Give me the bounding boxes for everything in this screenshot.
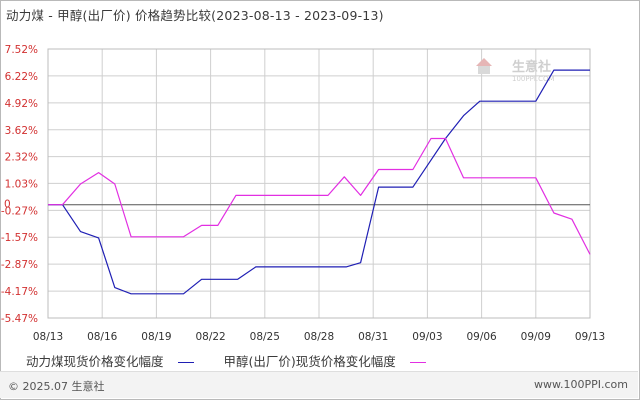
y-tick-label: -4.17% [1, 286, 38, 298]
y-tick-label: 3.62% [5, 125, 38, 137]
watermark-site: 100PPI.COM [512, 75, 555, 83]
watermark-name: 生意社 [512, 59, 551, 75]
y-zero-label: 0 [4, 199, 11, 211]
x-tick-label: 08/19 [141, 331, 171, 343]
y-tick-labels: 7.52% 6.22% 4.92% 3.62% 2.32% 1.03% -0.27% -1.5… [1, 44, 38, 325]
x-tick-label: 08/16 [87, 331, 118, 343]
series-line-2 [48, 137, 591, 255]
y-tick-label: 4.92% [5, 98, 38, 110]
legend-swatch-series2 [409, 362, 426, 363]
x-tick-label: 08/22 [195, 331, 225, 343]
watermark-house-body [478, 66, 490, 74]
y-tick-label: 6.22% [5, 71, 38, 83]
x-tick-label: 09/13 [575, 331, 605, 343]
x-tick-label: 09/03 [412, 331, 442, 343]
x-tick-label: 08/25 [250, 331, 280, 343]
y-tick-label: -0.27% [1, 205, 38, 217]
x-tick-label: 08/31 [358, 331, 388, 343]
watermark-house-icon [476, 58, 492, 66]
footer-site-link[interactable]: www.100PPI.com [534, 378, 628, 391]
x-tick-label: 08/13 [33, 331, 63, 343]
y-tick-label: 2.32% [5, 152, 38, 164]
grid-lines [47, 48, 591, 319]
y-tick-label: -2.87% [1, 259, 38, 271]
y-tick-label: -1.57% [1, 232, 38, 244]
y-tick-label: -5.47% [1, 313, 38, 325]
footer-bar: © 2025.07 生意社 www.100PPI.com [0, 371, 638, 398]
x-tick-labels: 08/13 08/16 08/19 08/22 08/25 08/28 08/31 09/03… [33, 331, 605, 343]
x-tick-label: 09/06 [466, 331, 497, 343]
legend-swatch-series1 [177, 362, 194, 363]
plot-border [47, 48, 591, 319]
x-tick-label: 08/28 [304, 331, 334, 343]
legend-label-series2: 甲醇(出厂价)现货价格变化幅度 [223, 354, 396, 369]
y-tick-label: 1.03% [5, 178, 38, 190]
legend: 动力煤现货价格变化幅度 甲醇(出厂价)现货价格变化幅度 [26, 351, 438, 370]
footer-copyright: © 2025.07 生意社 [8, 380, 105, 393]
x-tick-label: 09/09 [521, 331, 551, 343]
legend-label-series1: 动力煤现货价格变化幅度 [26, 354, 164, 369]
series-lines [48, 69, 591, 295]
series-line-1 [48, 69, 590, 295]
watermark-logo: 生意社 100PPI.COM [476, 58, 555, 83]
chart-title: 动力煤 - 甲醇(出厂价) 价格趋势比较(2023-08-13 - 2023-0… [6, 8, 384, 23]
axes [47, 48, 591, 319]
y-tick-label: 7.52% [5, 44, 38, 56]
